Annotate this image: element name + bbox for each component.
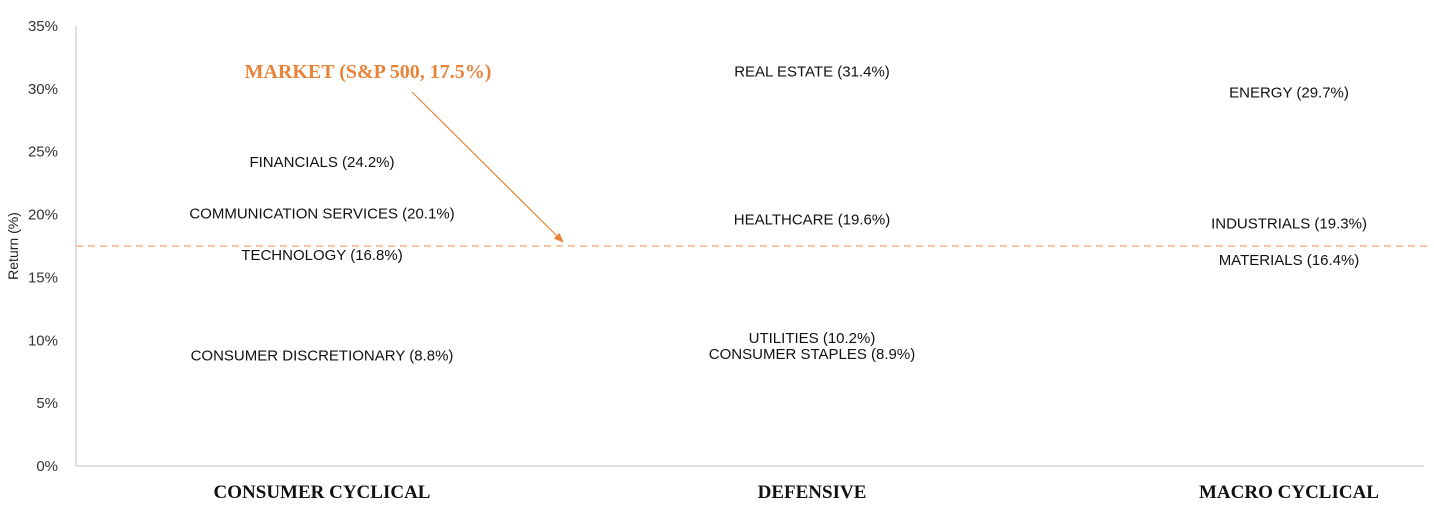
x-category-label: MACRO CYCLICAL: [1199, 482, 1379, 503]
y-tick-label: 25%: [28, 144, 58, 161]
x-category-label: DEFENSIVE: [758, 482, 867, 503]
sector-point-label: ENERGY (29.7%): [1229, 85, 1349, 102]
sector-point-label: CONSUMER STAPLES (8.9%): [709, 346, 915, 363]
x-category-label: CONSUMER CYCLICAL: [214, 482, 431, 503]
y-tick-label: 30%: [28, 81, 58, 98]
sector-point-label: INDUSTRIALS (19.3%): [1211, 215, 1367, 232]
y-axis: 0% 5% 10% 15% 20% 25% 30% 35%: [28, 18, 77, 475]
y-tick-label: 5%: [36, 395, 58, 412]
x-axis-categories: CONSUMER CYCLICAL DEFENSIVE MACRO CYCLICAL: [214, 482, 1379, 503]
sector-labels: FINANCIALS (24.2%) COMMUNICATION SERVICES…: [189, 63, 1367, 364]
market-arrow: [411, 91, 564, 243]
sector-point-label: HEALTHCARE (19.6%): [734, 212, 890, 229]
y-tick-label: 0%: [36, 458, 58, 475]
sector-point-label: CONSUMER DISCRETIONARY (8.8%): [191, 347, 454, 364]
y-tick-label: 10%: [28, 332, 58, 349]
y-tick-label: 20%: [28, 207, 58, 224]
y-tick-label: 35%: [28, 18, 58, 35]
y-tick-label: 15%: [28, 269, 58, 286]
sector-point-label: FINANCIALS (24.2%): [249, 154, 394, 171]
sector-point-label: UTILITIES (10.2%): [749, 330, 876, 347]
y-axis-label: Return (%): [5, 212, 21, 280]
market-label: MARKET (S&P 500, 17.5%): [245, 61, 492, 83]
sector-point-label: TECHNOLOGY (16.8%): [241, 247, 402, 264]
sector-point-label: COMMUNICATION SERVICES (20.1%): [189, 205, 454, 222]
sector-point-label: MATERIALS (16.4%): [1219, 252, 1360, 269]
market-reference: MARKET (S&P 500, 17.5%): [76, 61, 1428, 247]
sector-point-label: REAL ESTATE (31.4%): [734, 63, 890, 80]
